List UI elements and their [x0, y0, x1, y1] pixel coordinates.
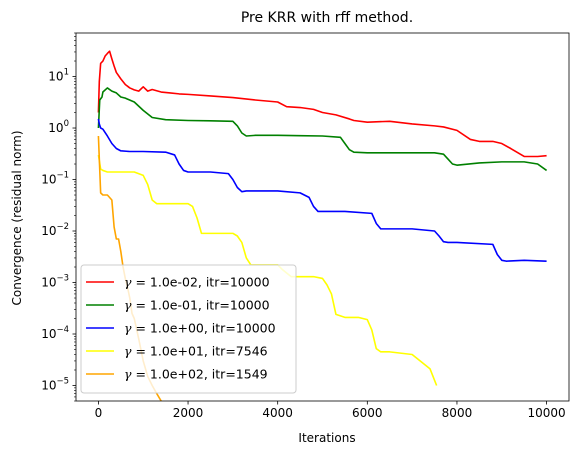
legend-label: γ = 1.0e+01, itr=7546 [124, 344, 268, 359]
series-line-3 [97, 118, 547, 262]
x-tick-label: 8000 [442, 406, 473, 420]
y-tick-label: 101 [48, 68, 69, 84]
y-tick-label: 10−4 [41, 325, 69, 341]
y-tick-label: 10−5 [41, 376, 69, 392]
x-tick-label: 6000 [352, 406, 383, 420]
x-tick-label: 2000 [173, 406, 204, 420]
legend: γ = 1.0e-02, itr=10000 γ = 1.0e-01, itr=1… [80, 264, 297, 394]
legend-label: γ = 1.0e-02, itr=10000 [124, 275, 270, 290]
x-tick-label: 0 [95, 406, 103, 420]
legend-box [80, 264, 297, 394]
y-axis-ticks: 10−5 10−4 10−3 10−2 10−1 100 101 [41, 32, 76, 402]
series-line-1 [97, 50, 547, 158]
x-tick-label: 4000 [262, 406, 293, 420]
y-tick-label: 10−1 [41, 171, 69, 187]
legend-label: γ = 1.0e-01, itr=10000 [124, 298, 270, 313]
y-axis-label: Convergence (residual norm) [10, 130, 24, 305]
x-axis-label: Iterations [298, 431, 355, 445]
y-tick-label: 100 [48, 119, 69, 135]
y-tick-label: 10−3 [41, 274, 69, 290]
axes [75, 32, 570, 402]
series-line-2 [97, 87, 548, 172]
chart-title: Pre KRR with rff method. [241, 10, 413, 26]
x-axis-ticks: 0 2000 4000 6000 8000 10000 [95, 401, 566, 420]
legend-label: γ = 1.0e+02, itr=1549 [124, 367, 268, 382]
x-tick-label: 10000 [527, 406, 565, 420]
y-tick-label: 10−2 [41, 222, 69, 238]
legend-label: γ = 1.0e+00, itr=10000 [124, 321, 276, 336]
plot-frame [75, 32, 570, 402]
